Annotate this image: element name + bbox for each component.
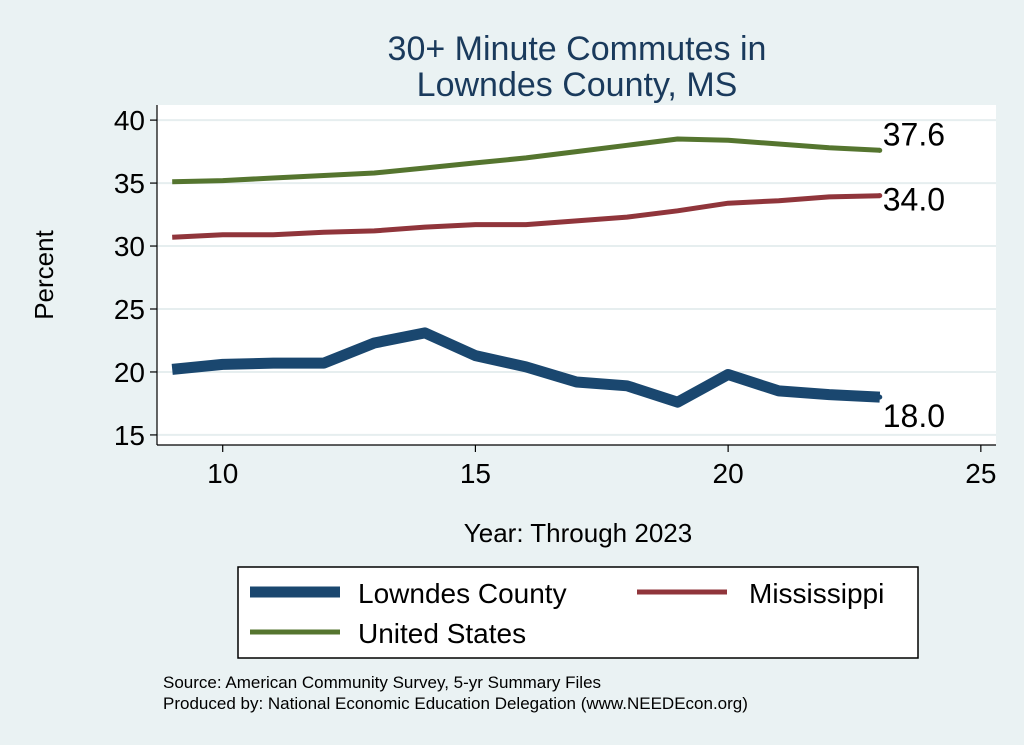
y-tick-label-35: 35 [114,168,145,199]
x-axis-ticks: 10 15 20 25 [207,445,996,489]
series-lines [171,136,883,408]
x-tick-label-10: 10 [207,458,238,489]
series-line-united-states [172,136,880,185]
end-labels: 18.0 34.0 37.6 [883,116,945,434]
x-tick-label-20: 20 [713,458,744,489]
chart-title-line-2: Lowndes County, MS [417,66,738,104]
x-axis-title: Year: Through 2023 [464,518,692,548]
gridlines [157,119,996,436]
series-end-marker-united-states [877,147,883,153]
y-tick-label-15: 15 [114,420,145,451]
y-tick-label-30: 30 [114,231,145,262]
source-line-2: Produced by: National Economic Education… [163,694,748,713]
end-label-lowndes-county: 18.0 [883,398,945,434]
series-end-marker-mississippi [877,193,883,199]
source-line-1: Source: American Community Survey, 5-yr … [163,673,601,692]
series-line-mississippi [172,193,880,240]
legend-label-mississippi: Mississippi [749,578,884,609]
y-axis-ticks: 15 20 25 30 35 40 [114,105,157,451]
legend-label-lowndes-county: Lowndes County [358,578,567,609]
x-tick-label-15: 15 [460,458,491,489]
chart-title-line-1: 30+ Minute Commutes in [388,30,767,68]
series-end-marker-lowndes-county [877,394,883,400]
y-tick-label-40: 40 [114,105,145,136]
legend: Lowndes County Mississippi United States [237,566,919,659]
end-label-united-states: 37.6 [883,116,945,152]
y-axis-title: Percent [29,229,59,319]
legend-box [237,566,919,659]
series-line-lowndes-county [171,327,881,408]
x-tick-label-25: 25 [965,458,996,489]
plot-area [157,105,996,445]
end-label-mississippi: 34.0 [883,182,945,218]
y-tick-label-20: 20 [114,357,145,388]
y-tick-label-25: 25 [114,294,145,325]
legend-label-united-states: United States [358,618,526,649]
